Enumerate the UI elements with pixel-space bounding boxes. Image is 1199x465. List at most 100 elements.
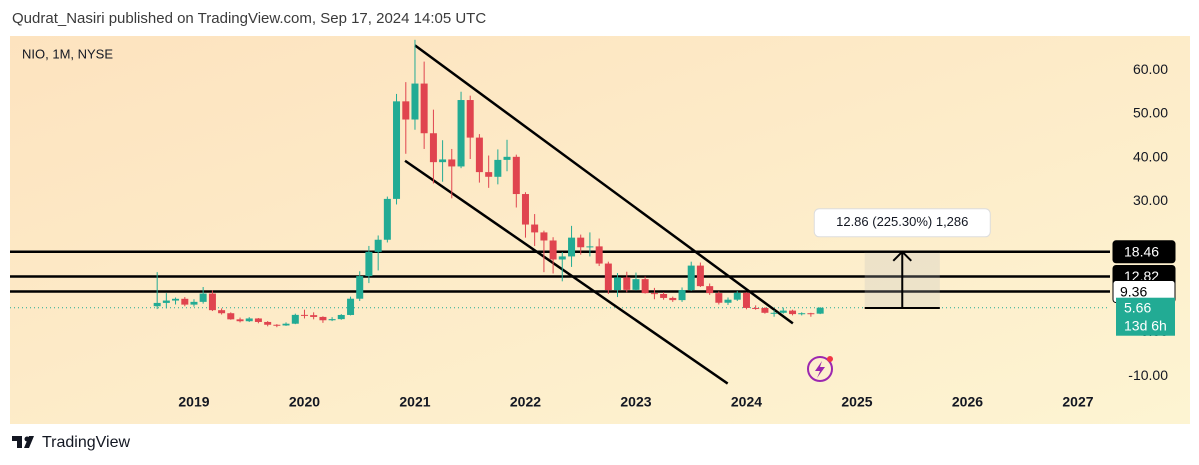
x-tick-label: 2022 (510, 394, 541, 410)
x-tick-label: 2019 (178, 394, 209, 410)
brand: TradingView (42, 434, 130, 451)
candle-body (466, 100, 474, 138)
y-tick-label: 50.00 (1133, 105, 1168, 121)
candle-body (393, 101, 401, 199)
candle-body (291, 314, 299, 324)
countdown-label: 13d 6h (1124, 317, 1167, 333)
candle-body (761, 307, 769, 313)
measure-label: 12.86 (225.30%) 1,286 (836, 214, 968, 229)
candle-body (457, 100, 465, 167)
candle-body (365, 251, 373, 277)
candle-body (706, 286, 714, 294)
candle-body (770, 312, 778, 314)
x-tick-label: 2023 (620, 394, 651, 410)
candle-body (218, 310, 226, 314)
x-tick-label: 2027 (1062, 394, 1093, 410)
candle-body (282, 323, 290, 326)
level-label: 9.36 (1120, 283, 1147, 299)
candle-body (328, 319, 336, 321)
candle-body (475, 137, 483, 173)
measure-arrow (892, 250, 912, 308)
candle-body (678, 290, 686, 301)
candle-body (337, 314, 345, 320)
y-tick-label: 40.00 (1133, 148, 1168, 164)
candle-body (402, 101, 410, 120)
candle-body (319, 316, 327, 321)
candle-body (172, 298, 180, 301)
candle-body (623, 277, 631, 290)
candle-body (300, 314, 308, 316)
candle-body (374, 239, 382, 252)
candle-body (789, 310, 797, 315)
candle-body (383, 198, 391, 240)
level-label-box (1112, 240, 1176, 264)
candle-body (181, 298, 189, 305)
candle-body (439, 159, 447, 163)
candle-body (503, 156, 511, 160)
candle-body (604, 263, 612, 291)
candle-body (779, 310, 787, 313)
x-tick-label: 2025 (841, 394, 872, 410)
candle-body (687, 265, 695, 291)
symbol-title: NIO, 1M, NYSE (22, 46, 113, 61)
candle-body (227, 313, 235, 320)
measure-label-box (813, 208, 991, 238)
candle-body (310, 315, 318, 317)
candle-body (752, 307, 760, 309)
candle-body (586, 246, 594, 248)
x-tick-label: 2026 (952, 394, 983, 410)
candle-body (521, 194, 529, 225)
candle-body (485, 172, 493, 177)
x-tick-label: 2020 (289, 394, 320, 410)
candle-body (347, 298, 355, 315)
candle-body (798, 313, 806, 315)
candle-body (715, 293, 723, 303)
lightning-icon (807, 356, 833, 382)
candle-body (807, 313, 815, 315)
price-axis: 60.0050.0040.0030.000.00-10.0018.4612.82… (1112, 61, 1176, 383)
candle-body (264, 321, 272, 325)
candle-body (448, 159, 456, 167)
candle-body (568, 237, 576, 257)
candle-body (411, 83, 419, 120)
last-price-box (1116, 297, 1175, 336)
candle-body (577, 237, 585, 248)
x-tick-label: 2024 (731, 394, 762, 410)
candle-body (162, 300, 170, 303)
candle-body (558, 256, 566, 260)
candle-body (650, 293, 658, 295)
candle-body (208, 293, 216, 311)
candle-body (236, 319, 244, 322)
last-price-label: 5.66 (1124, 299, 1151, 315)
candle-body (641, 279, 649, 294)
candle-body (245, 318, 253, 322)
candle-body (540, 232, 548, 241)
candle-body (273, 324, 281, 326)
y-tick-label: 60.00 (1133, 61, 1168, 77)
x-tick-label: 2021 (399, 394, 430, 410)
candle-body (816, 307, 824, 314)
trend-line (404, 159, 729, 385)
candle-body (669, 297, 677, 301)
candle-body (531, 224, 539, 233)
candle-body (733, 292, 741, 300)
candle-body (696, 265, 704, 287)
chart-panel (10, 36, 1190, 424)
candle-body (190, 301, 198, 305)
brand-logo (12, 436, 34, 448)
candle-body (494, 159, 502, 177)
candle-body (614, 277, 622, 291)
header: Qudrat_Nasiri published on TradingView.c… (12, 10, 486, 27)
y-tick-label: -10.00 (1128, 367, 1168, 383)
candle-body (742, 292, 750, 308)
y-tick-label: 30.00 (1133, 192, 1168, 208)
trend-line (414, 44, 794, 325)
candle-body (660, 294, 668, 298)
candle-body (429, 133, 437, 163)
candle-body (632, 279, 640, 290)
candle-body (512, 156, 520, 195)
candle-body (420, 83, 428, 134)
candle-body (199, 293, 207, 302)
candle-body (595, 246, 603, 264)
